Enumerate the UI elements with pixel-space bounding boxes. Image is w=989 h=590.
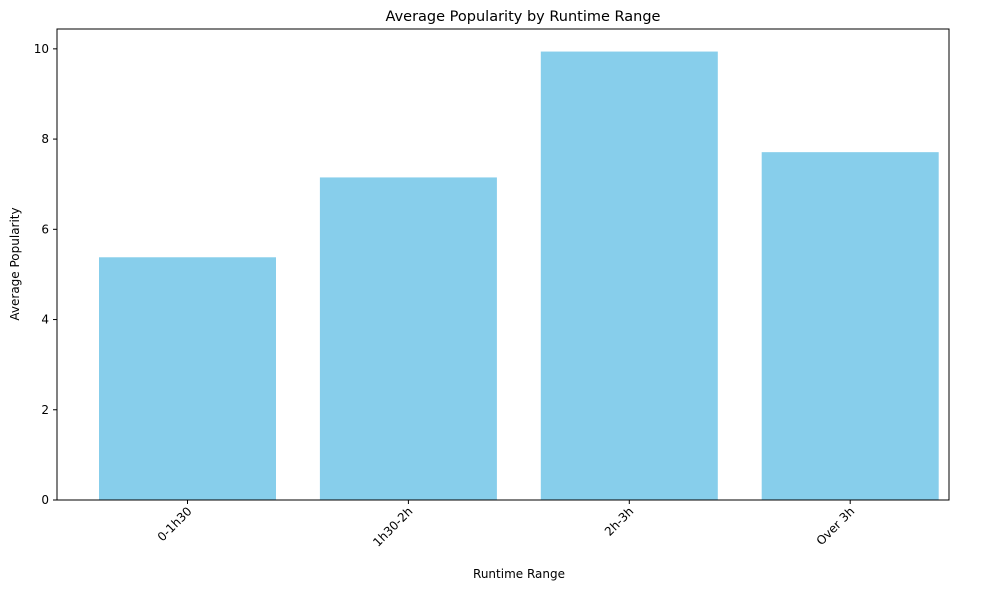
- y-tick-label-2: 4: [41, 313, 49, 327]
- y-tick-label-0: 0: [41, 493, 49, 507]
- plot-frame: [56, 28, 950, 501]
- y-tick-label-4: 8: [41, 132, 49, 146]
- y-tick-label-1: 2: [41, 403, 49, 417]
- x-tick-label-0: 0-1h30: [155, 504, 195, 544]
- bar-0: [99, 257, 276, 500]
- bars-group: [99, 51, 939, 501]
- x-tick-label-1: 1h30-2h: [370, 504, 415, 549]
- chart-title: Average Popularity by Runtime Range: [386, 9, 661, 25]
- x-axis-ticks: 0-1h30 1h30-2h 2h-3h Over 3h: [155, 500, 858, 550]
- y-tick-label-5: 10: [34, 42, 49, 56]
- x-tick-label-3: Over 3h: [814, 504, 858, 548]
- x-axis-label: Runtime Range: [473, 567, 565, 581]
- bar-2: [540, 51, 718, 501]
- bar-3: [761, 152, 939, 500]
- y-tick-label-3: 6: [41, 222, 49, 236]
- bar-1: [319, 177, 497, 500]
- x-tick-label-2: 2h-3h: [602, 504, 637, 539]
- y-axis-ticks: 0 2 4 6 8 10: [34, 42, 57, 507]
- y-axis-label: Average Popularity: [8, 207, 22, 320]
